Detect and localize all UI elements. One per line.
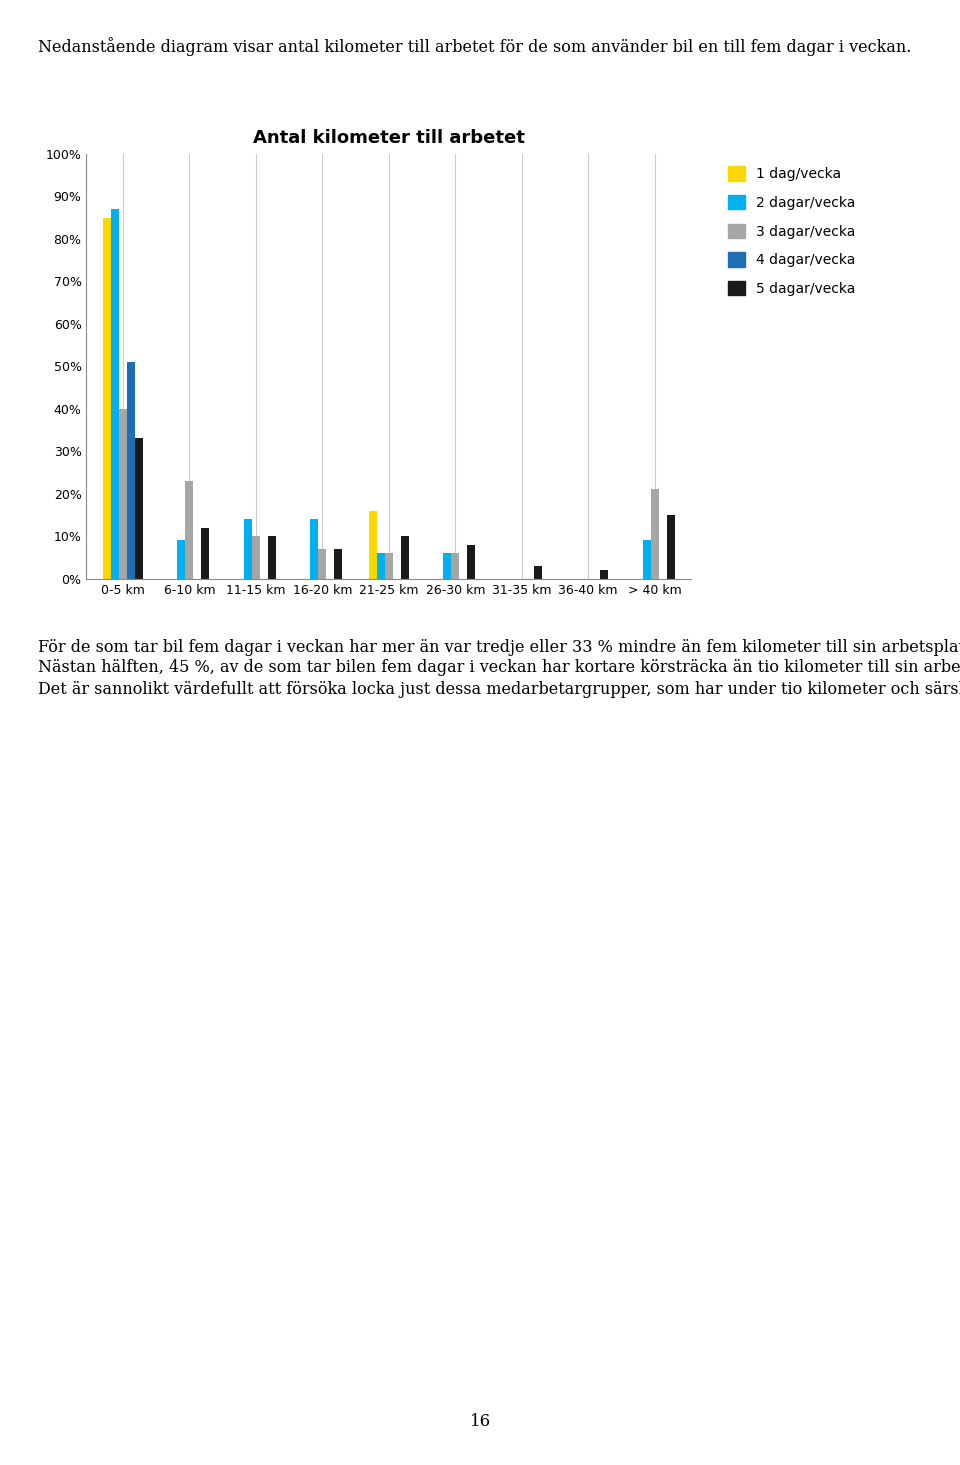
- Bar: [377, 554, 385, 579]
- Bar: [185, 481, 193, 579]
- Text: Nedanstående diagram visar antal kilometer till arbetet för de som använder bil : Nedanstående diagram visar antal kilomet…: [38, 37, 912, 56]
- Text: 16: 16: [469, 1412, 491, 1430]
- Bar: [319, 549, 326, 579]
- Bar: [400, 536, 409, 579]
- Bar: [468, 545, 475, 579]
- Bar: [268, 536, 276, 579]
- Bar: [534, 565, 541, 579]
- Bar: [178, 541, 185, 579]
- Legend: 1 dag/vecka, 2 dagar/vecka, 3 dagar/vecka, 4 dagar/vecka, 5 dagar/vecka: 1 dag/vecka, 2 dagar/vecka, 3 dagar/veck…: [722, 161, 860, 302]
- Bar: [334, 549, 343, 579]
- Bar: [111, 209, 119, 579]
- Bar: [451, 554, 459, 579]
- Title: Antal kilometer till arbetet: Antal kilometer till arbetet: [252, 129, 525, 146]
- Bar: [135, 438, 143, 579]
- Bar: [651, 489, 659, 579]
- Bar: [642, 541, 651, 579]
- Bar: [202, 527, 209, 579]
- Bar: [244, 519, 252, 579]
- Bar: [103, 217, 111, 579]
- Bar: [369, 511, 377, 579]
- Bar: [252, 536, 260, 579]
- Bar: [666, 516, 675, 579]
- Bar: [385, 554, 393, 579]
- Bar: [600, 570, 608, 579]
- Bar: [310, 519, 319, 579]
- Bar: [127, 362, 135, 579]
- Text: För de som tar bil fem dagar i veckan har mer än var tredje eller 33 % mindre än: För de som tar bil fem dagar i veckan ha…: [38, 637, 960, 697]
- Bar: [119, 409, 127, 579]
- Bar: [444, 554, 451, 579]
